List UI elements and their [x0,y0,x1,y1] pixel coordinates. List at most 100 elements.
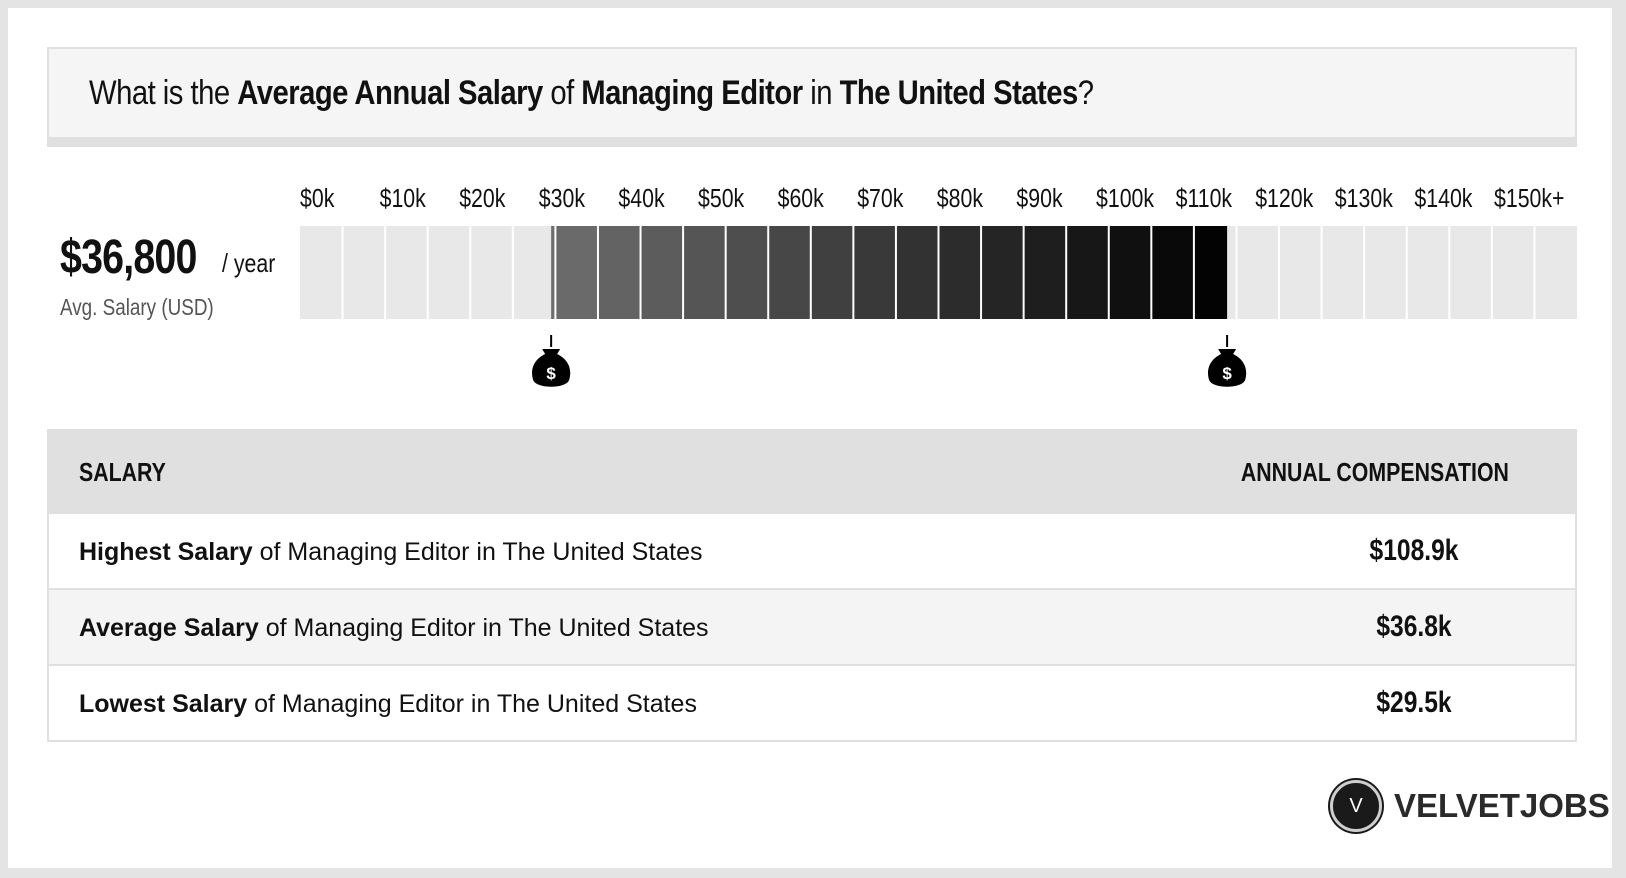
salary-table: SALARY ANNUAL COMPENSATION Highest Salar… [47,429,1577,742]
row-label: Highest Salary of Managing Editor in The… [79,538,703,567]
segment-divider [1448,226,1451,319]
title-text: of [542,74,582,112]
average-salary-unit: / year [222,248,276,278]
row-label-bold: Average Salary [79,614,259,642]
row-label: Lowest Salary of Managing Editor in The … [79,690,697,719]
header-salary: SALARY [79,457,166,487]
money-bag-icon: $ [1208,335,1247,387]
segment-divider [1065,226,1068,319]
tick-label: $20k [459,184,505,214]
segment-divider [511,226,514,319]
range-segment [640,226,684,319]
table-row: Highest Salary of Managing Editor in The… [49,512,1575,588]
row-label-bold: Highest Salary [79,538,253,566]
segment-divider [1490,226,1493,319]
row-value: $108.9k [1369,534,1459,567]
segment-divider [1107,226,1110,319]
row-label-rest: of Managing Editor in The United States [258,614,709,642]
header-annual-compensation: ANNUAL COMPENSATION [1240,457,1509,487]
range-segment [1066,226,1109,319]
range-segment [810,226,854,319]
segment-divider [809,226,812,319]
row-label-rest: of Managing Editor in The United States [247,690,697,718]
velvetjobs-logo: V VELVETJOBS [1330,780,1610,832]
segment-divider [1022,226,1025,319]
tick-label: $120k [1255,184,1313,214]
tick-label: $50k [698,184,744,214]
row-label: Average Salary of Managing Editor in The… [79,614,709,643]
tick-label: $60k [778,184,824,214]
tick-label: $70k [857,184,903,214]
table-row: Average Salary of Managing Editor in The… [49,588,1575,664]
segment-divider [1192,226,1195,319]
segment-divider [469,226,472,319]
range-segment [597,226,641,319]
tick-label: $110k [1176,184,1233,214]
range-segment [768,226,811,319]
range-segment [895,226,939,319]
title-emphasis-job: Managing Editor [581,74,803,112]
tick-label: $80k [937,184,983,214]
segment-divider [1405,226,1408,319]
tick-label: $10k [380,184,426,214]
table-row: Lowest Salary of Managing Editor in The … [49,664,1575,740]
tick-label: $40k [618,184,664,214]
average-salary-label: Avg. Salary (USD) [60,294,214,320]
title-bar: What is the Average Annual Salary of Man… [47,47,1577,147]
segment-divider [596,226,599,319]
range-segment [1193,226,1228,319]
segment-divider [1320,226,1323,319]
segment-divider [1235,226,1238,319]
title-text: in [802,74,840,112]
segment-divider [1363,226,1366,319]
segment-divider [682,226,685,319]
range-segment [555,226,598,319]
tick-label: $140k [1414,184,1472,214]
segment-divider [980,226,983,319]
segment-divider [554,226,557,319]
segment-divider [937,226,940,319]
segment-divider [1278,226,1281,319]
segment-divider [426,226,429,319]
segment-divider [1533,226,1536,319]
tick-label: $100k [1096,184,1154,214]
range-segment [683,226,726,319]
salary-card: What is the Average Annual Salary of Man… [8,8,1612,868]
segment-divider [384,226,387,319]
tick-label: $130k [1335,184,1393,214]
range-segment [725,226,769,319]
page-title: What is the Average Annual Salary of Man… [89,74,1094,113]
tick-label: $150k+ [1494,184,1565,214]
range-segment [1023,226,1067,319]
row-label-bold: Lowest Salary [79,690,248,718]
segment-divider [894,226,897,319]
row-value: $29.5k [1376,686,1452,719]
range-segment [551,226,556,319]
salary-range-chart: $0k $10k $20k $30k $40k $50k $60k $70k $80k $90k $… [300,184,1577,387]
logo-badge: V [1330,780,1382,832]
title-text: ? [1077,74,1094,112]
logo-text: VELVETJOBS [1394,787,1610,824]
title-emphasis-location: The United States [839,74,1079,112]
segment-divider [767,226,770,319]
svg-text:$: $ [546,364,556,383]
average-salary-value: $36,800 [60,231,197,284]
segment-divider [1150,226,1153,319]
svg-text:$: $ [1222,364,1232,383]
money-bag-icon: $ [532,335,571,387]
range-segment [981,226,1024,319]
title-emphasis-salary: Average Annual Salary [237,74,543,112]
segment-divider [341,226,344,319]
range-segment [853,226,896,319]
tick-label: $0k [300,184,334,214]
row-label-rest: of Managing Editor in The United States [252,538,703,566]
segment-divider [852,226,855,319]
row-value: $36.8k [1376,610,1452,643]
table-header: SALARY ANNUAL COMPENSATION [49,431,1575,512]
range-segment [1108,226,1152,319]
segment-divider [639,226,642,319]
tick-label: $30k [539,184,585,214]
segment-divider [724,226,727,319]
range-segment [1151,226,1194,319]
range-segment [938,226,982,319]
